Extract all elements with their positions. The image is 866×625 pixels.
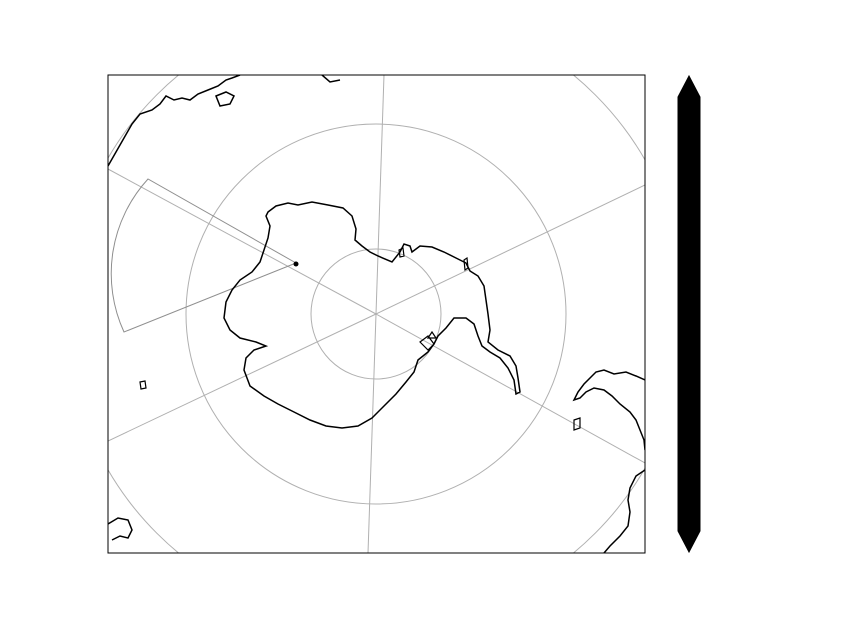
map-frame [107,74,646,554]
colorbar [677,74,701,554]
madagascar-coastline [108,517,133,541]
south-america-coastline [572,369,645,451]
island-small-2 [398,247,405,258]
island-small-1 [463,256,469,272]
latitude-gridlines [108,75,645,553]
australia-coastline [108,75,241,167]
antarctic-peninsula-inlet [419,330,438,351]
island-small-3 [139,380,147,390]
new-zealand-coastline [321,75,341,83]
longitude-gridlines [108,75,645,553]
station-marker [293,261,299,267]
south-africa-tip-coastline [603,469,645,553]
tasmania-coastline [215,91,236,107]
antarctica-coastline [223,201,521,429]
radar-fov-outline [110,178,298,333]
colorbar-bar [677,74,701,554]
island-small-4 [573,417,581,431]
map-plot [108,75,645,553]
